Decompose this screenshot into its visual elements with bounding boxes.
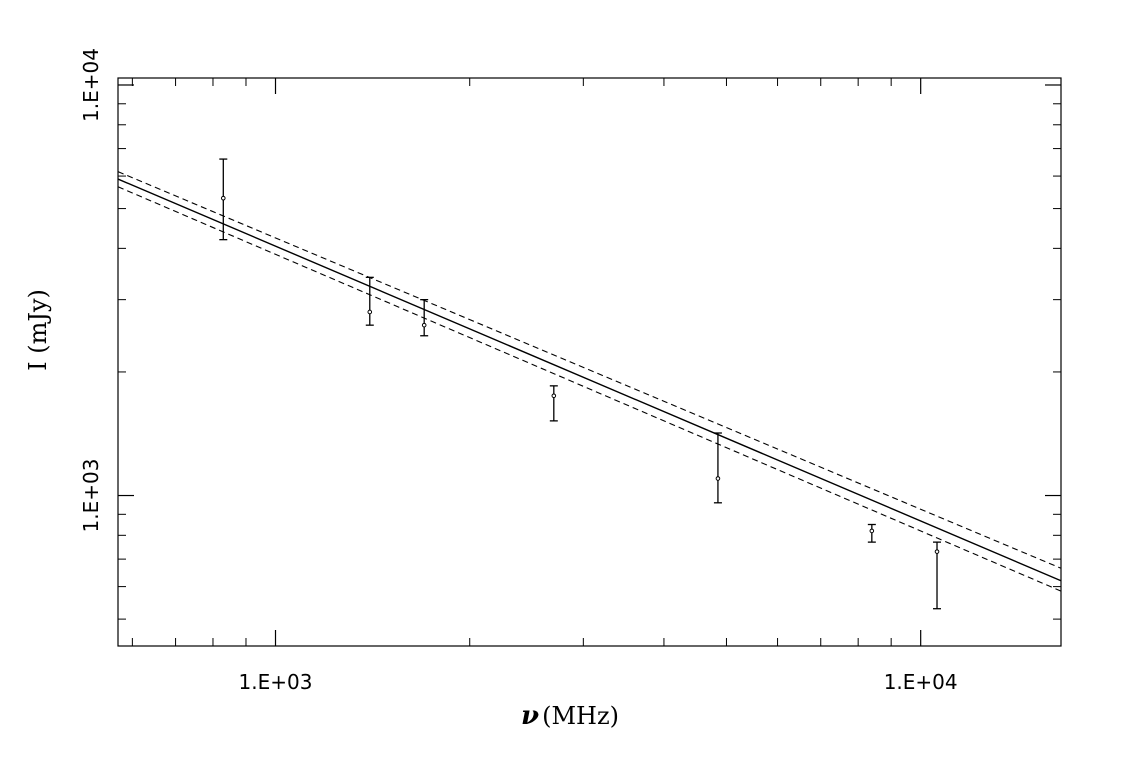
x-axis-unit: (MHz) [542,702,619,730]
data-point [869,528,875,534]
confidence-lower-line [117,186,1062,592]
plot-frame [117,77,1062,647]
tick-labels: 1.E+03 1.E+04 1.E+03 1.E+04 [79,48,958,694]
x-tick-label: 1.E+03 [239,670,313,694]
y-tick-label: 1.E+04 [79,48,103,122]
fit-lines [117,171,1062,592]
x-tick-label: 1.E+04 [884,670,958,694]
y-tick-label: 1.E+03 [79,459,103,533]
data-point [367,309,373,315]
confidence-upper-line [117,171,1062,569]
data-point [934,549,940,554]
fit-line [117,178,1062,582]
data-point [551,393,557,399]
major-ticks [118,78,1061,646]
x-axis-title: ν (MHz) [521,701,619,731]
x-axis-symbol: ν [521,701,539,731]
data-point [220,195,226,201]
data-points [219,158,942,610]
minor-ticks [118,78,1061,646]
data-point [421,322,427,328]
y-axis-title: I (mJy) [24,289,52,371]
data-point [715,476,721,481]
